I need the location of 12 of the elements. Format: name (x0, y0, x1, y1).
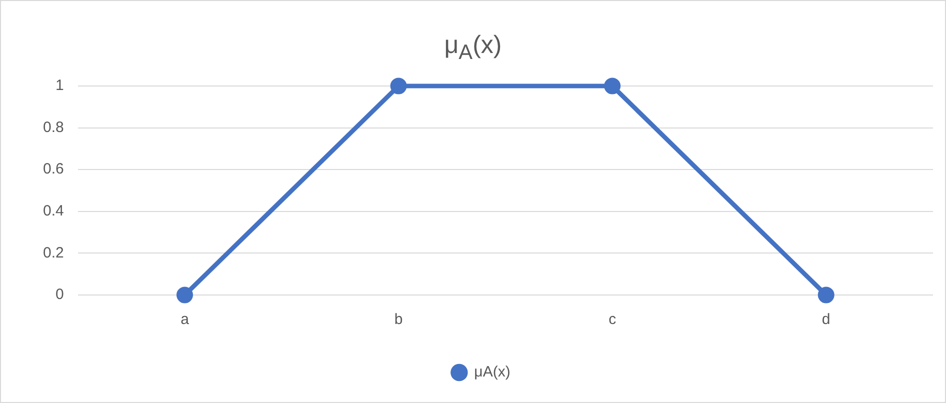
y-tick-label: 0.8 (42, 118, 64, 136)
chart-title: μ$_{A}$(x) (443, 31, 503, 65)
y-tick-label: 0.4 (42, 202, 64, 220)
x-tick-label: c (608, 311, 617, 328)
y-tick-label: 0.6 (42, 160, 64, 178)
y-tick-label: 1 (56, 77, 64, 94)
x-tick-label: b (394, 311, 403, 328)
y-tick-label: 0.2 (42, 244, 64, 262)
x-tick-label: a (180, 311, 190, 328)
y-tick-label: 0 (56, 286, 64, 304)
legend-label: μA(x) (474, 364, 510, 381)
x-tick-label: d (822, 311, 830, 328)
